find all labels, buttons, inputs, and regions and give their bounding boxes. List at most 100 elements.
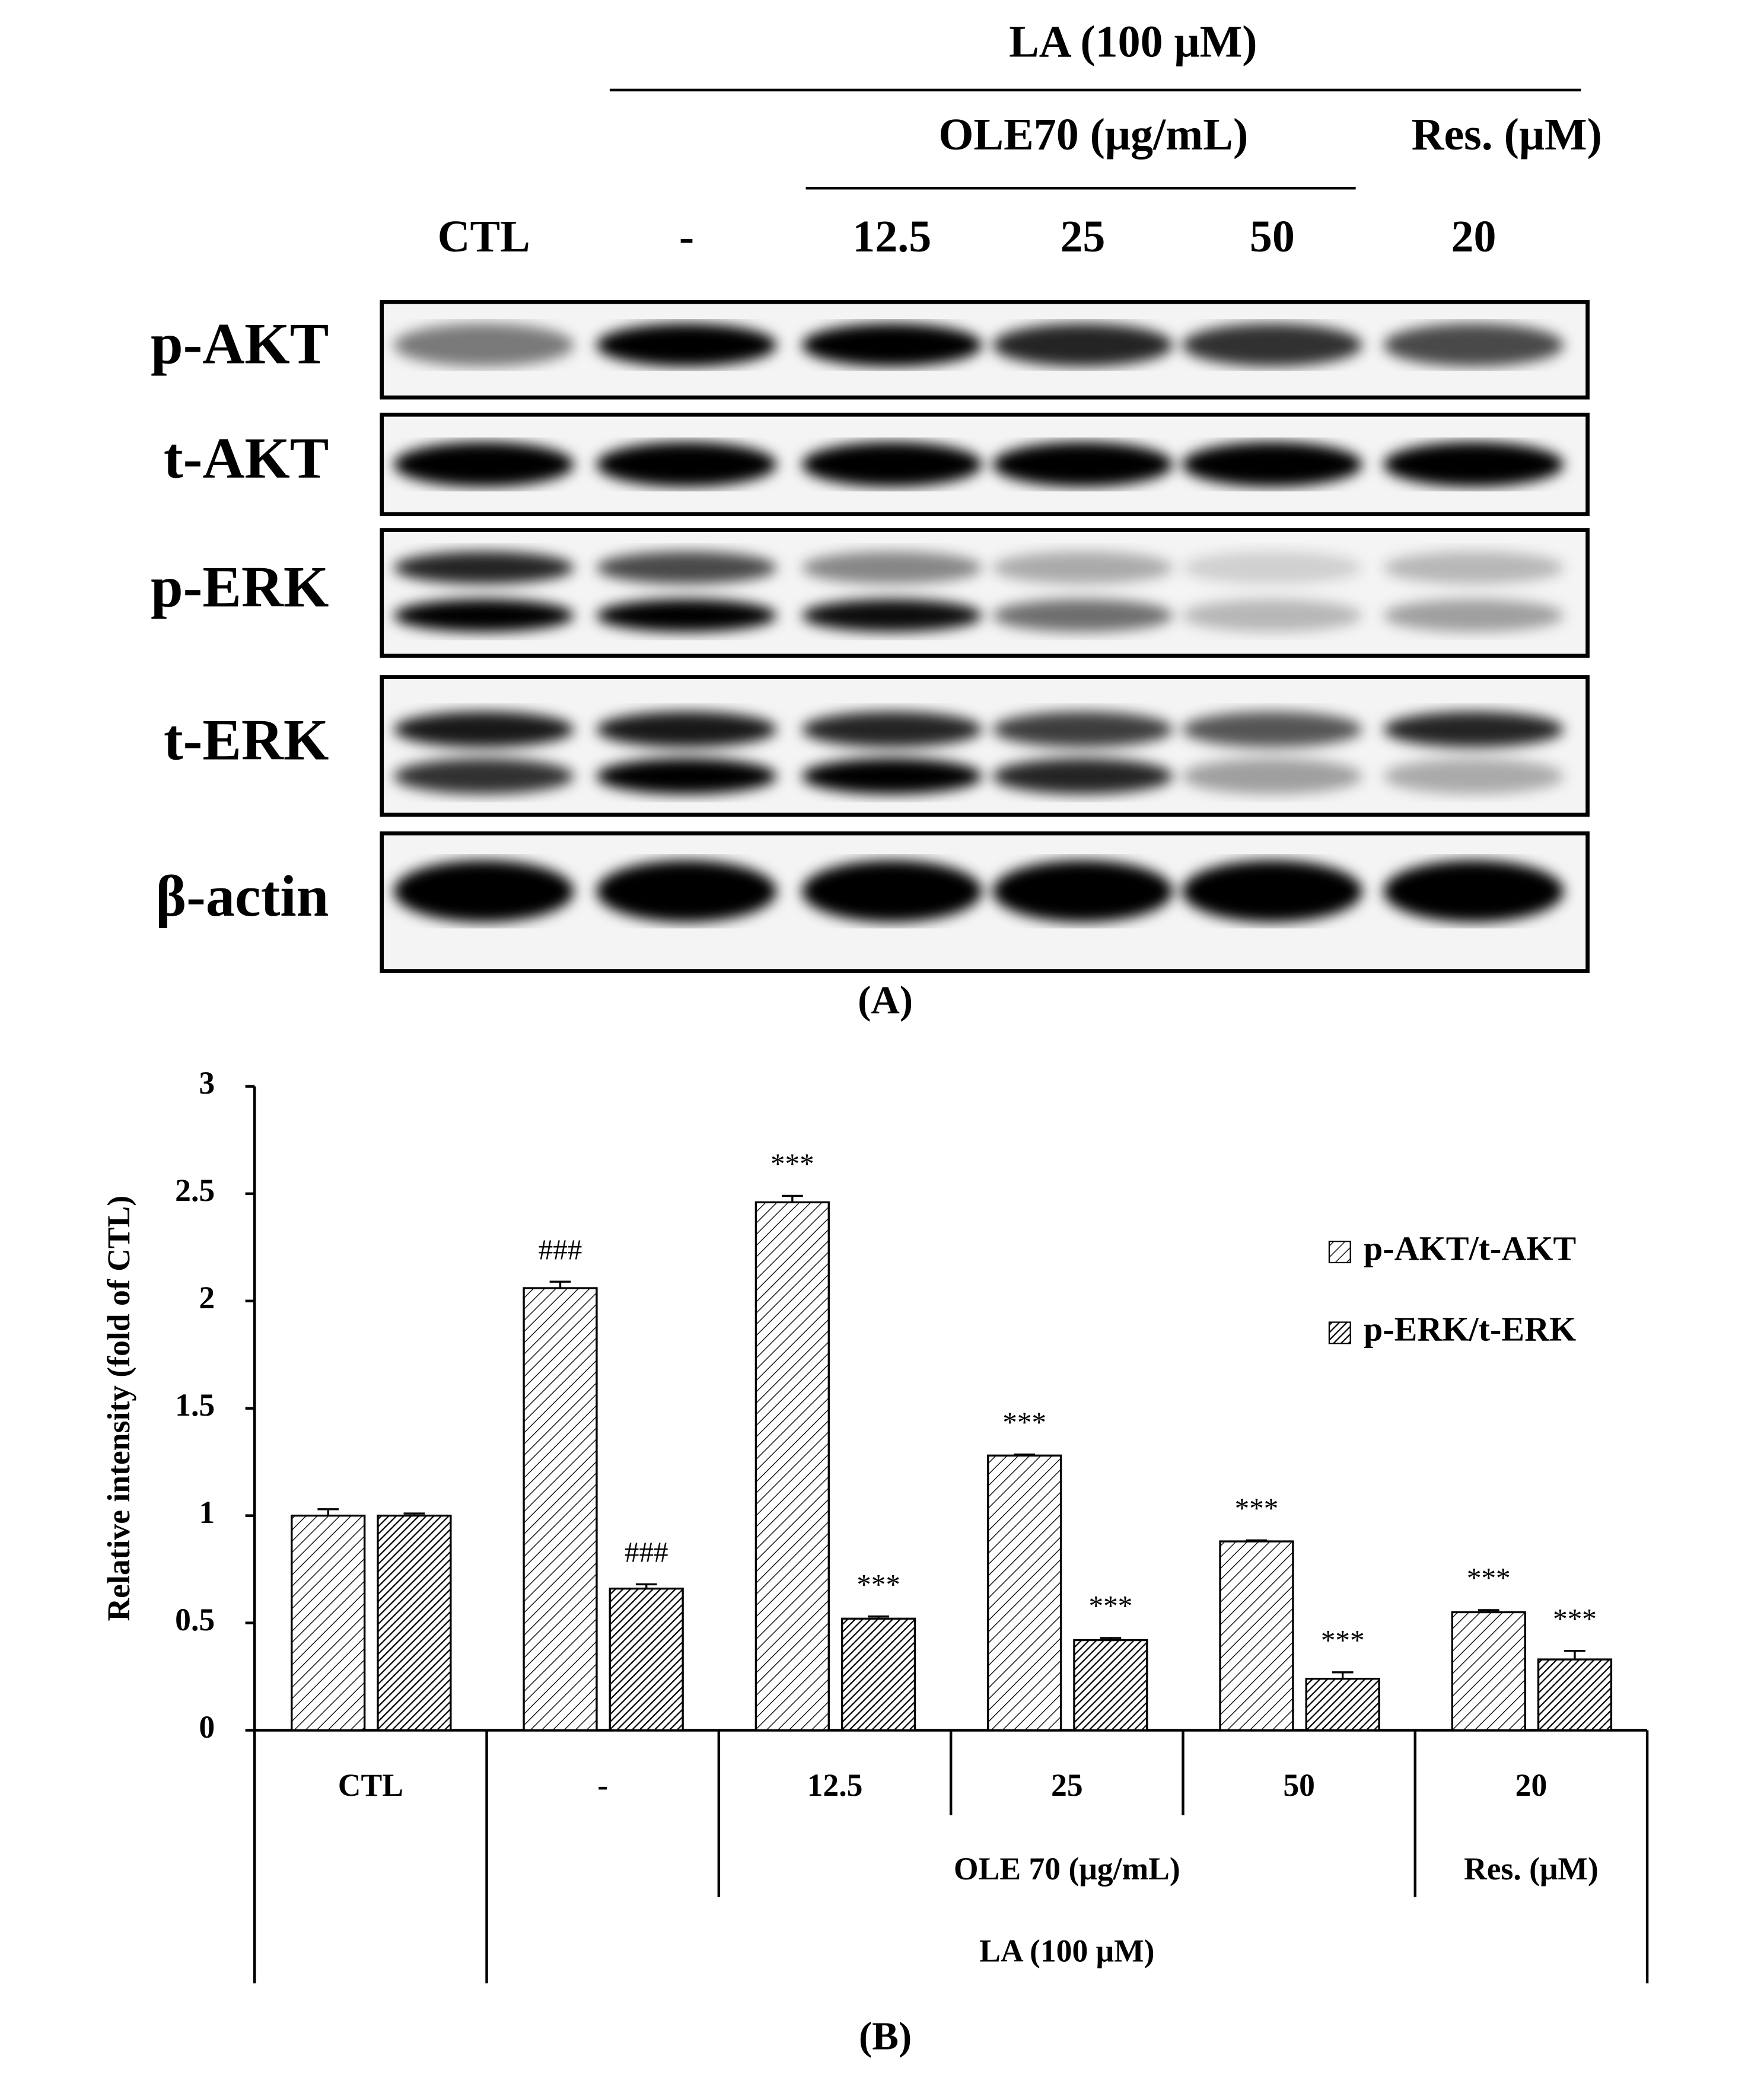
significance-label: ### [625,1536,668,1569]
lane-label: - [679,212,694,262]
band [992,758,1173,795]
band [1182,323,1362,367]
bar [1073,1639,1148,1732]
band [992,323,1173,367]
band [801,711,982,748]
band [992,551,1173,584]
bar [754,1201,830,1732]
x-tick-label: - [597,1767,608,1803]
band [801,860,982,923]
significance-label: *** [856,1568,900,1601]
band [1383,599,1564,632]
band [393,442,574,487]
band [992,442,1173,487]
band [1182,599,1362,632]
bands [393,442,1564,487]
y-tick-label: 2.5 [175,1172,215,1208]
band [801,323,982,367]
bands [393,860,1564,923]
y-tick-label: 0 [199,1709,215,1745]
ole-header: OLE70 (μg/mL) [938,110,1248,160]
significance-label: *** [1002,1406,1046,1439]
caption-a: (A) [858,979,913,1022]
band [393,711,574,748]
band [1383,323,1564,367]
y-tick-label: 3 [199,1065,215,1101]
blot-box [380,528,1590,658]
bands [393,323,1564,367]
significance-label: *** [1321,1624,1365,1656]
band [1182,711,1362,748]
band [1383,758,1564,795]
bar [1305,1678,1380,1732]
x-tick-label: 25 [1051,1767,1083,1803]
y-tick-label: 1 [199,1495,215,1530]
y-tick-label: 2 [199,1280,215,1315]
band [801,599,982,632]
group-label: LA (100 μM) [979,1933,1154,1968]
bar [609,1588,684,1732]
error-bar [781,1194,803,1203]
band [992,599,1173,632]
band [596,599,777,632]
lane-label: 50 [1250,212,1295,262]
bar [1219,1540,1294,1732]
legend-label: p-ERK/t-ERK [1364,1310,1576,1349]
lane-label: 20 [1451,212,1496,262]
band [1182,551,1362,584]
significance-label: *** [1235,1492,1279,1524]
band [596,323,777,367]
lane-label: 25 [1060,212,1105,262]
band [393,860,574,923]
band [596,758,777,795]
band [596,860,777,923]
row-label: β-actin [155,864,329,929]
error-bar [1246,1539,1268,1542]
lane-label: 12.5 [852,212,931,262]
significance-label: ### [539,1233,582,1266]
bar [840,1617,916,1732]
x-tick-label: 50 [1283,1767,1315,1803]
band [393,758,574,795]
y-axis-label: Relative intensity (fold of CTL) [101,1196,136,1621]
significance-label: *** [1089,1589,1133,1622]
row-label: p-ERK [151,555,329,619]
band [1383,551,1564,584]
band [1182,860,1362,923]
la-header: LA (100 μM) [1009,17,1257,67]
blot-box [380,675,1590,817]
band [393,599,574,632]
band [393,323,574,367]
band [801,758,982,795]
bar [1537,1658,1613,1732]
band [1383,442,1564,487]
x-tick-label: CTL [338,1767,403,1803]
error-bar [1564,1649,1585,1660]
x-tick-label: 20 [1515,1767,1548,1803]
row-label: t-ERK [164,708,329,772]
band [801,551,982,584]
band [1182,758,1362,795]
band [1182,442,1362,487]
row-label: p-AKT [151,311,329,376]
y-tick-label: 0.5 [175,1602,215,1637]
legend-swatch [1328,1241,1351,1264]
significance-label: *** [1467,1562,1511,1594]
band [992,711,1173,748]
error-bar [1100,1637,1122,1640]
error-bar [635,1583,657,1589]
y-tick-label: 1.5 [175,1387,215,1423]
band [992,860,1173,923]
lane-label: CTL [438,212,530,262]
group-label: Res. (μM) [1464,1851,1599,1887]
error-bar [1014,1453,1036,1456]
bar [523,1287,598,1732]
bar [291,1514,366,1732]
res-header: Res. (μM) [1412,110,1602,160]
band [801,442,982,487]
group-label: OLE 70 (μg/mL) [954,1851,1180,1887]
band [393,551,574,584]
band [596,711,777,748]
